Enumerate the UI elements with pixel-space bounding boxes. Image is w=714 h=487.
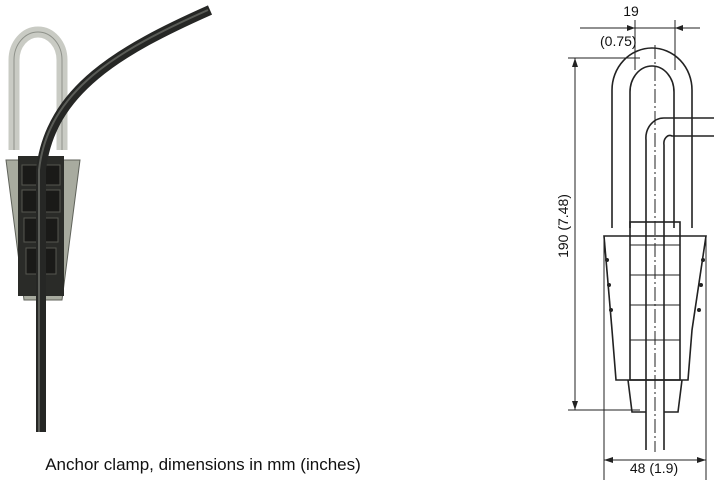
dimension-lines (568, 20, 707, 480)
dimension-label: 19 (623, 3, 639, 19)
clamp-photo (5, 5, 213, 432)
clamp-drawing (603, 45, 714, 452)
caption: Anchor clamp, dimensions in mm (inches) (45, 455, 361, 474)
dimension-label: 48 (1.9) (630, 460, 678, 476)
dimension-label: 190 (7.48) (555, 194, 571, 258)
dimension-label: (0.75) (600, 33, 637, 49)
